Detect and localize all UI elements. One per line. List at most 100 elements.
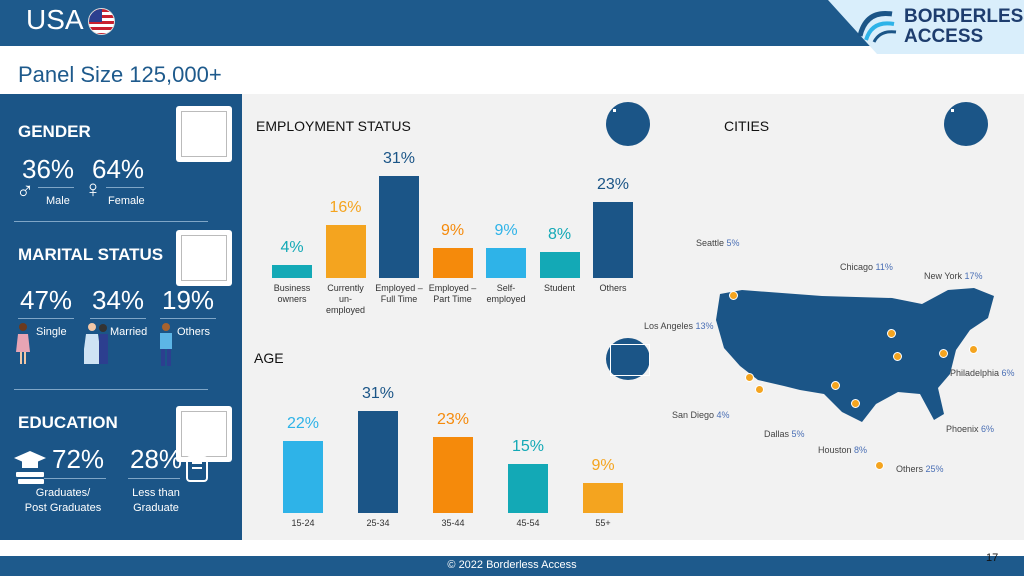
city-label: Los Angeles 13% (644, 321, 714, 331)
male-label: Male (46, 195, 70, 207)
employment-value-label: 16% (329, 199, 362, 217)
male-underline (38, 187, 74, 188)
graduates-pct: 72% (52, 444, 105, 474)
age-bar (508, 463, 548, 513)
divider (14, 389, 208, 390)
graduates-underline (44, 478, 106, 479)
age-value-label: 23% (436, 411, 470, 429)
city-marker-dot (745, 373, 754, 382)
employment-category-label: Self-employed (486, 283, 526, 304)
city-label: Phoenix 6% (946, 424, 995, 434)
city-label: Houston 8% (818, 445, 868, 455)
city-marker-dot (755, 385, 764, 394)
single-label: Single (36, 326, 67, 338)
employment-heading: EMPLOYMENT STATUS (256, 118, 411, 134)
employment-category-label: Currently un-employed (325, 283, 366, 315)
graduation-icon (14, 451, 46, 484)
city-label: Chicago 11% (840, 262, 893, 272)
single-pct: 47% (20, 285, 73, 315)
single-person-icon (16, 323, 30, 364)
city-marker-dot (875, 461, 884, 470)
employment-circle-icon (606, 102, 650, 146)
employment-category-label: Business owners (273, 283, 311, 304)
city-marker-dot (729, 291, 738, 300)
footer-bar (0, 556, 1024, 576)
graduates-label: Graduates/ Post Graduates (24, 487, 102, 514)
city-marker-dot (851, 399, 860, 408)
age-value-label: 22% (286, 414, 320, 432)
page-number: 17 (986, 552, 999, 564)
others-label: Others (177, 326, 211, 338)
married-pct: 34% (92, 285, 145, 315)
borderless-logo-icon (857, 10, 897, 43)
age-value-label: 15% (511, 437, 545, 455)
married-label: Married (110, 326, 148, 338)
others-pct: 19% (162, 285, 215, 315)
employment-bar (486, 248, 526, 278)
others-person-icon (160, 323, 172, 366)
employment-bar (593, 202, 633, 278)
employment-bar (539, 251, 580, 278)
female-symbol-icon: ♀ (84, 176, 102, 203)
book-icon (186, 456, 208, 482)
employment-value-label: 31% (382, 150, 416, 167)
panel-size: Panel Size 125,000+ (18, 62, 222, 87)
city-label: Philadelphia 6% (950, 368, 1015, 378)
city-label: Others 25% (896, 464, 944, 474)
age-value-label: 31% (361, 385, 395, 402)
age-value-label: 9% (591, 457, 615, 475)
male-symbol-icon: ♂ (16, 178, 34, 205)
married-couple-icon (84, 323, 108, 364)
marital-image-placeholder (176, 230, 232, 286)
page-title: USA (26, 4, 84, 35)
employment-category-label: Others (599, 283, 627, 293)
city-marker-dot (831, 381, 840, 390)
education-image-placeholder (176, 406, 232, 462)
gender-image-placeholder (176, 106, 232, 162)
gender-heading: GENDER (18, 122, 91, 141)
employment-value-label: 9% (440, 222, 465, 240)
city-label: Dallas 5% (764, 429, 805, 439)
city-label: Seattle 5% (696, 238, 740, 248)
age-category-label: 55+ (595, 518, 611, 528)
divider (14, 221, 208, 222)
employment-category-label: Employed – Full Time (375, 283, 423, 304)
female-pct: 64% (92, 154, 145, 184)
city-marker-dot (939, 349, 948, 358)
cities-circle-icon (944, 102, 988, 146)
single-underline (18, 318, 74, 319)
us-map (716, 288, 994, 422)
less-underline (128, 478, 180, 479)
city-label: San Diego 4% (672, 410, 730, 420)
education-heading: EDUCATION (18, 413, 118, 432)
employment-category-label: Employed – Part Time (428, 283, 477, 304)
others-underline (160, 318, 216, 319)
male-pct: 36% (22, 154, 75, 184)
demographics-panel (0, 94, 242, 540)
city-label: New York 17% (924, 271, 983, 281)
age-bar (358, 411, 398, 513)
employment-category-label: Student (543, 283, 576, 293)
employment-value-label: 4% (280, 238, 304, 256)
age-heading: AGE (254, 350, 284, 366)
female-label: Female (108, 195, 145, 207)
age-bar (283, 440, 323, 513)
employment-value-label: 8% (547, 225, 572, 243)
us-flag-icon (88, 8, 115, 35)
city-marker-dot (893, 352, 902, 361)
less-than-graduate-pct: 28% (130, 444, 183, 474)
employment-bar (432, 248, 473, 278)
copyright-text: © 2022 Borderless Access (447, 559, 577, 571)
age-bar (583, 483, 623, 513)
brand-name: BORDERLESS ACCESS (904, 6, 1024, 47)
employment-bar (379, 176, 419, 278)
age-circle-icon (606, 338, 650, 380)
age-category-label: 45-54 (516, 518, 540, 528)
employment-value-label: 23% (596, 176, 630, 194)
age-category-label: 15-24 (291, 518, 315, 528)
cities-heading: CITIES (724, 118, 770, 134)
city-marker-dot (969, 345, 978, 354)
marital-heading: MARITAL STATUS (18, 245, 164, 264)
employment-bar (272, 264, 312, 278)
less-than-graduate-label: Less than Graduate (132, 487, 180, 514)
